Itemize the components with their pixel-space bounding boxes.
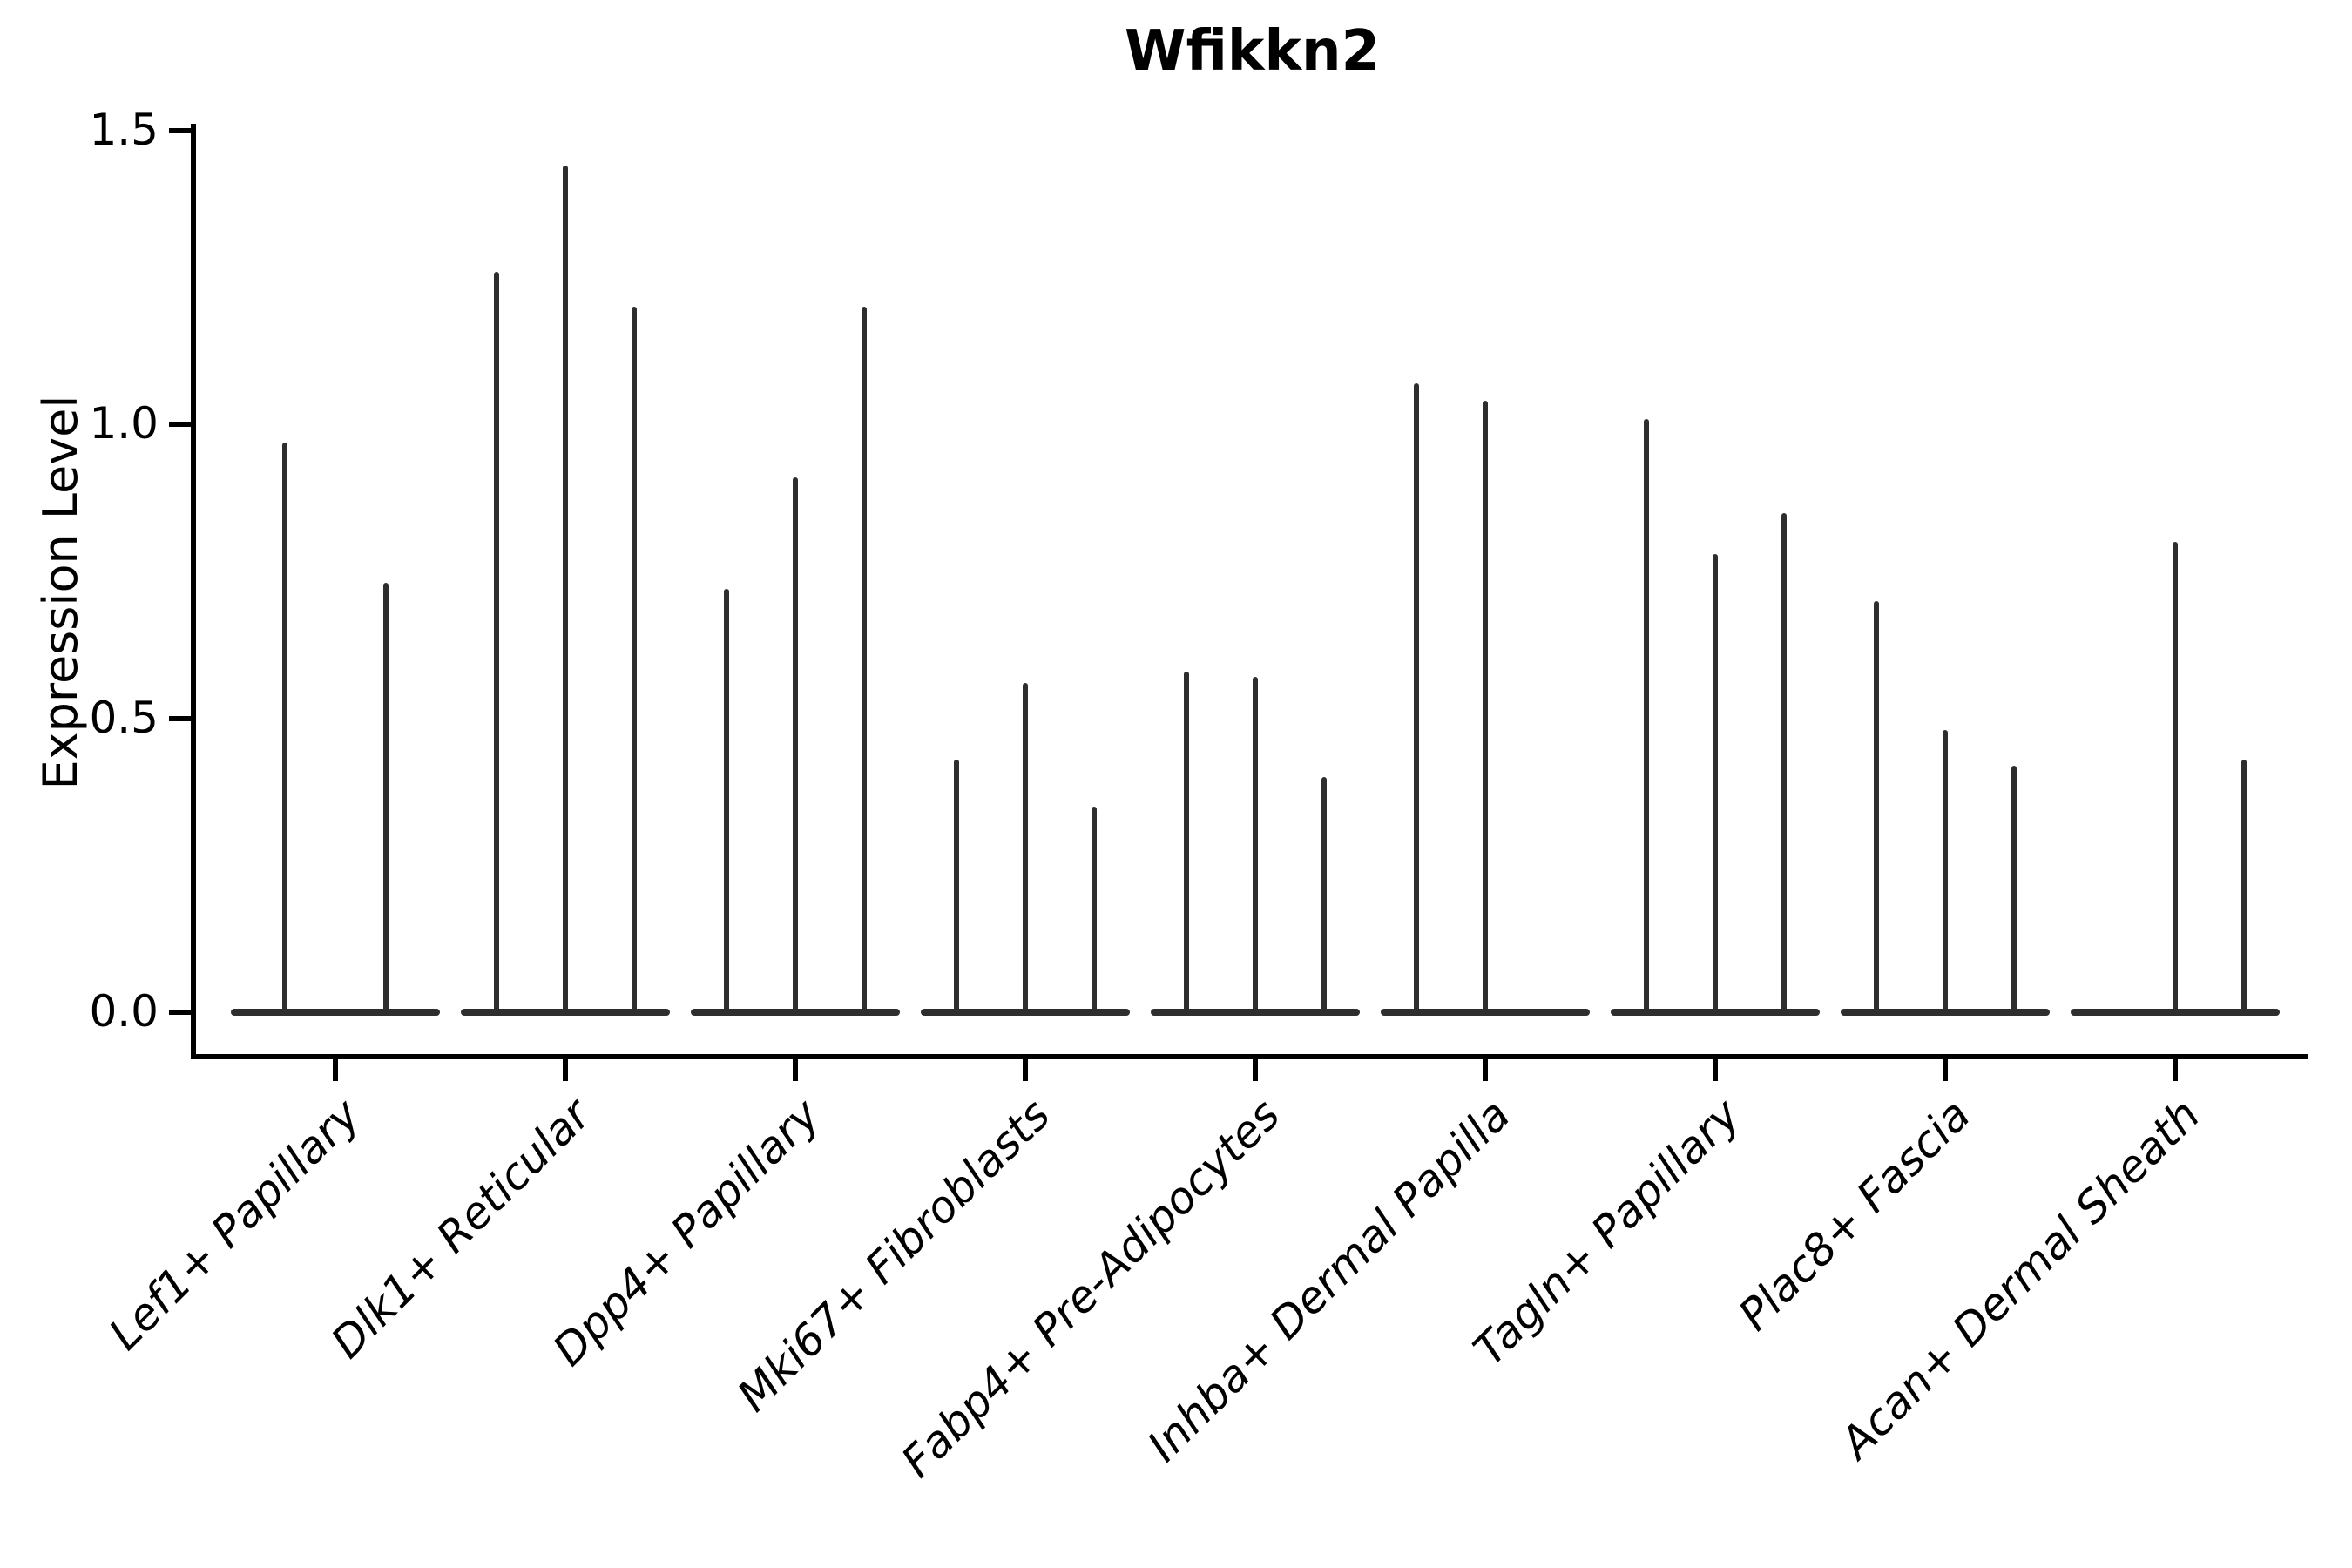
violin-spike: [1943, 730, 1948, 1012]
x-tick-mark: [1483, 1059, 1488, 1081]
violin-spike: [1321, 777, 1328, 1012]
violin-spike: [1483, 401, 1488, 1012]
violin-spike: [2011, 765, 2017, 1012]
x-tick-mark: [563, 1059, 568, 1081]
y-tick-label: 0.0: [89, 986, 159, 1037]
violin-spike: [953, 759, 959, 1012]
y-tick-mark: [169, 1010, 192, 1015]
x-tick-mark: [1713, 1059, 1718, 1081]
x-axis-spine: [191, 1054, 2308, 1059]
violin-baseline: [1151, 1009, 1360, 1016]
y-axis-label: Expression Level: [33, 395, 88, 790]
violin-spike: [493, 271, 499, 1012]
violin-spike: [1781, 512, 1788, 1012]
violin-spike: [563, 166, 568, 1012]
y-tick-mark: [169, 715, 192, 721]
violin-baseline: [231, 1009, 440, 1016]
violin-spike: [2241, 759, 2247, 1012]
violin-baseline: [2071, 1009, 2280, 1016]
violin-baseline: [461, 1009, 670, 1016]
violin-baseline: [1841, 1009, 2050, 1016]
violin-spike: [1713, 553, 1718, 1012]
y-tick-label: 1.0: [89, 398, 159, 449]
violin-spike: [1413, 383, 1419, 1012]
y-tick-mark: [169, 422, 192, 428]
x-tick-mark: [793, 1059, 798, 1081]
violin-spike: [793, 477, 798, 1012]
x-tick-mark: [333, 1059, 338, 1081]
y-tick-label: 1.5: [89, 104, 159, 155]
x-tick-mark: [1023, 1059, 1028, 1081]
x-tick-mark: [1943, 1059, 1948, 1081]
violin-spike: [1023, 683, 1028, 1012]
x-tick-mark: [2173, 1059, 2178, 1081]
violin-baseline: [1381, 1009, 1590, 1016]
violin-spike: [1183, 671, 1189, 1012]
violin-spike: [1253, 677, 1258, 1012]
y-tick-mark: [169, 127, 192, 133]
violin-spike: [1643, 418, 1649, 1012]
y-tick-label: 0.5: [89, 692, 159, 743]
violin-baseline: [691, 1009, 900, 1016]
violin-spike: [2173, 542, 2178, 1012]
x-tick-label: Fabp4+ Pre-Adipocytes: [892, 1089, 1290, 1488]
violin-spike: [632, 307, 638, 1012]
chart-title: Wfikkn2: [1124, 19, 1381, 84]
violin-baseline: [921, 1009, 1130, 1016]
x-tick-label-holder: Acan+ Dermal Sheath: [0, 1090, 2210, 1469]
violin-spike: [1092, 806, 1098, 1012]
violin-spike: [862, 307, 868, 1012]
y-axis-spine: [191, 124, 196, 1059]
violin-spike: [383, 583, 389, 1012]
violin-spike: [723, 589, 729, 1012]
x-tick-mark: [1253, 1059, 1258, 1081]
violin-baseline: [1611, 1009, 1820, 1016]
violin-spike: [1873, 600, 1879, 1012]
violin-spike: [281, 442, 287, 1012]
